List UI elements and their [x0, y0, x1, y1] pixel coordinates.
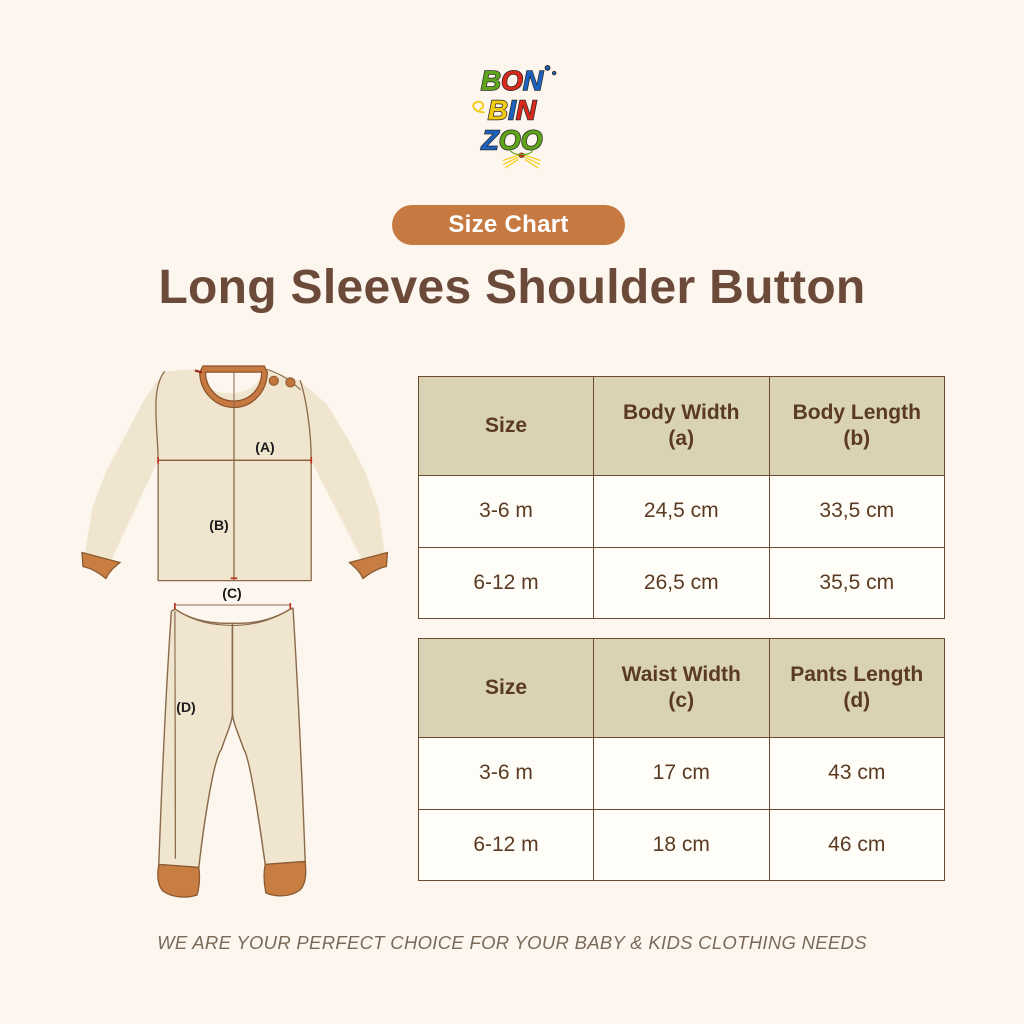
- svg-text:(B): (B): [209, 517, 228, 533]
- svg-text:(A): (A): [255, 439, 274, 455]
- svg-text:(D): (D): [176, 699, 195, 715]
- svg-text:(C): (C): [222, 585, 241, 601]
